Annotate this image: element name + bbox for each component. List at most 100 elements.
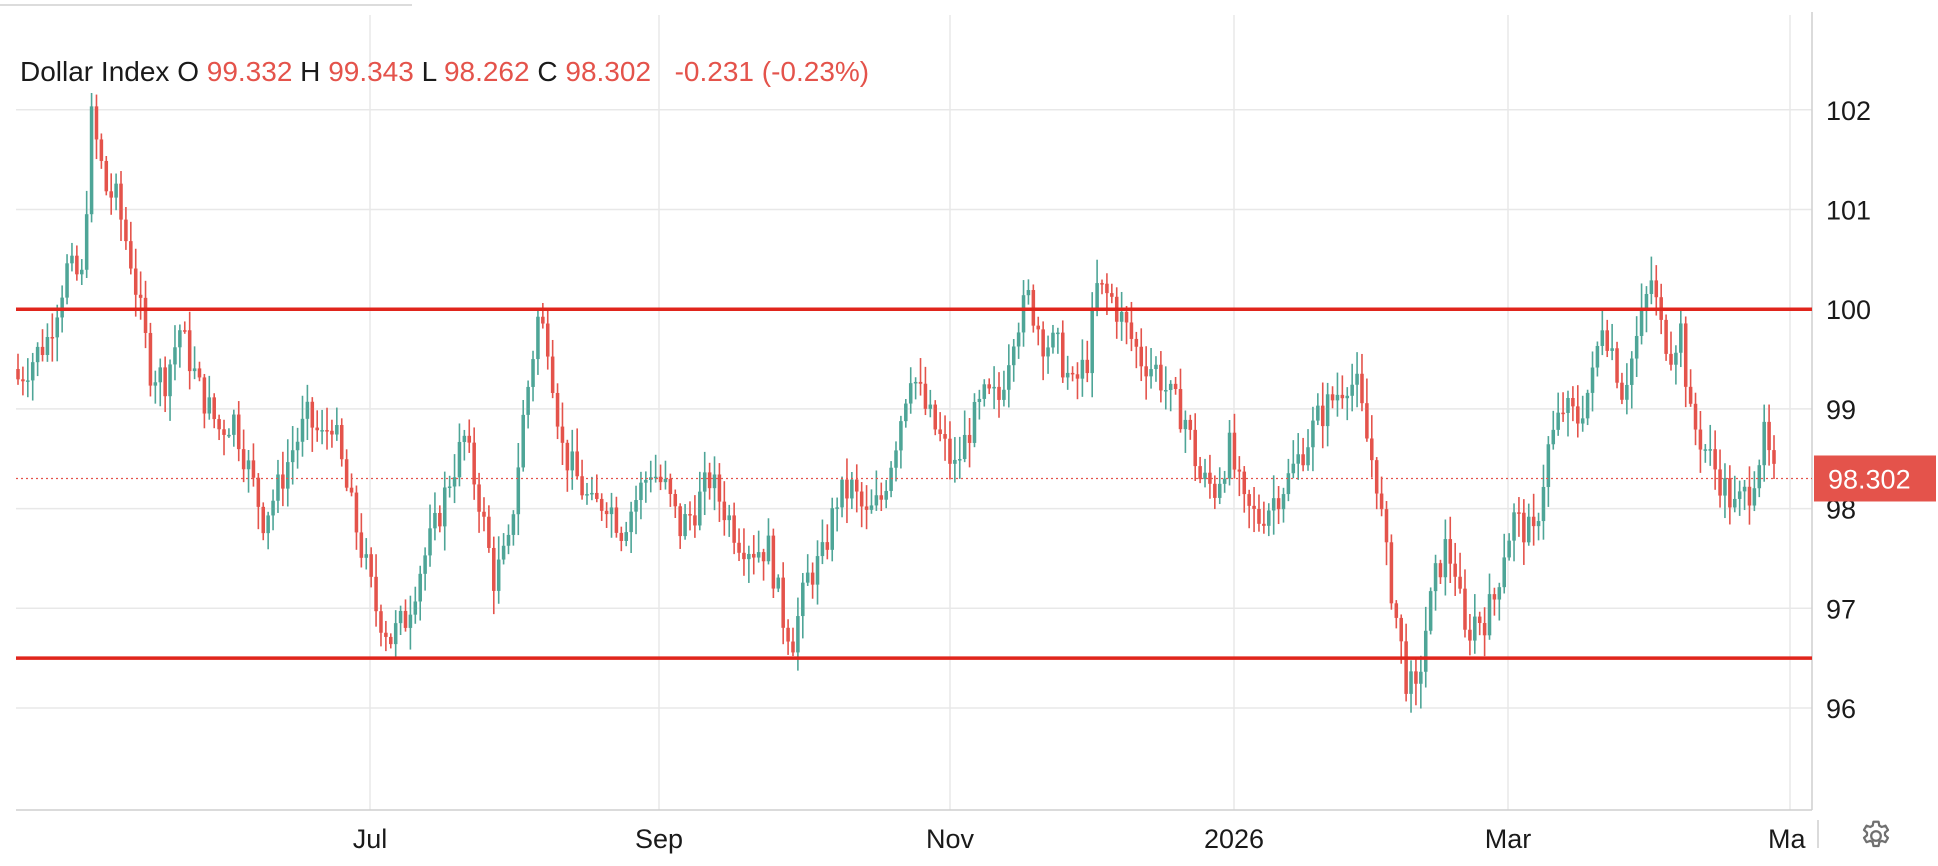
candle-body bbox=[1311, 420, 1315, 448]
y-tick-label: 96 bbox=[1826, 694, 1856, 724]
candle-body bbox=[1335, 394, 1340, 401]
candle-body bbox=[1080, 359, 1085, 379]
last-price-tag bbox=[1814, 455, 1936, 502]
candle-body bbox=[423, 555, 427, 574]
candle-body bbox=[1482, 622, 1487, 636]
candle-body bbox=[1639, 307, 1644, 336]
candle-body bbox=[1433, 563, 1438, 592]
candle-body bbox=[982, 384, 987, 399]
candle-body bbox=[1595, 345, 1600, 368]
candle-body bbox=[398, 610, 403, 624]
candle-body bbox=[1384, 509, 1389, 543]
candle-body bbox=[928, 404, 933, 409]
candle-body bbox=[747, 553, 751, 560]
candle-body bbox=[629, 511, 633, 533]
candle-body bbox=[580, 476, 584, 496]
candle-body bbox=[801, 582, 805, 617]
candle-body bbox=[202, 377, 207, 414]
candle-body bbox=[1360, 373, 1364, 404]
candle-body bbox=[648, 477, 653, 480]
candle-body bbox=[1423, 630, 1428, 672]
candle-body bbox=[276, 474, 280, 501]
candle-body bbox=[644, 479, 648, 483]
candle-body bbox=[1477, 616, 1482, 623]
candle-body bbox=[1585, 392, 1590, 419]
candle-body bbox=[418, 573, 422, 602]
candle-body bbox=[1026, 290, 1031, 296]
candle-body bbox=[403, 610, 408, 628]
candle-body bbox=[310, 401, 315, 428]
candle-body bbox=[467, 435, 472, 443]
candle-body bbox=[1154, 364, 1158, 370]
candle-body bbox=[349, 487, 354, 493]
candle-body bbox=[663, 478, 668, 483]
candle-body bbox=[894, 450, 898, 468]
candle-body bbox=[555, 392, 560, 427]
candle-body bbox=[1134, 338, 1139, 347]
candle-body bbox=[1350, 384, 1354, 396]
candle-body bbox=[173, 347, 177, 365]
candle-body bbox=[761, 552, 766, 562]
candle-body bbox=[604, 510, 609, 515]
candle-body bbox=[472, 442, 476, 485]
candle-body bbox=[1011, 346, 1016, 366]
candle-body bbox=[119, 183, 123, 220]
candle-body bbox=[899, 421, 903, 451]
candle-body bbox=[286, 462, 290, 489]
candle-body bbox=[281, 474, 285, 489]
gear-icon[interactable] bbox=[1858, 818, 1894, 854]
candle-body bbox=[1566, 397, 1570, 413]
open-label: O bbox=[177, 56, 199, 87]
candle-body bbox=[1443, 539, 1448, 578]
candle-body bbox=[246, 460, 251, 470]
candle-body bbox=[1438, 563, 1443, 578]
candle-body bbox=[1536, 521, 1541, 527]
candle-body bbox=[957, 459, 962, 461]
candle-body bbox=[791, 641, 795, 653]
candle-body bbox=[1522, 512, 1526, 543]
candle-body bbox=[344, 459, 349, 488]
candle-body bbox=[845, 479, 849, 499]
candle-body bbox=[1159, 364, 1163, 391]
candle-body bbox=[1291, 463, 1296, 474]
candle-body bbox=[84, 214, 89, 270]
candle-body bbox=[619, 532, 624, 541]
y-tick-label: 97 bbox=[1826, 594, 1856, 624]
x-tick-label: Nov bbox=[926, 824, 975, 854]
candle-body bbox=[1458, 576, 1462, 589]
candle-body bbox=[1683, 323, 1688, 387]
candle-body bbox=[433, 512, 437, 529]
candle-body bbox=[104, 160, 109, 192]
candle-body bbox=[290, 450, 295, 463]
candle-body bbox=[501, 545, 506, 560]
candle-body bbox=[1281, 494, 1286, 510]
candle-body bbox=[1541, 486, 1546, 522]
candle-body bbox=[967, 434, 972, 443]
x-tick-label: Sep bbox=[635, 824, 683, 854]
candle-body bbox=[1267, 510, 1271, 526]
candle-body bbox=[99, 139, 104, 161]
candle-body bbox=[335, 425, 339, 435]
candle-body bbox=[614, 507, 619, 533]
candle-body bbox=[21, 379, 25, 382]
candle-body bbox=[1036, 325, 1041, 330]
candle-body bbox=[918, 381, 923, 384]
candle-body bbox=[1463, 588, 1467, 630]
candle-body bbox=[1615, 348, 1619, 383]
candle-body bbox=[913, 381, 918, 384]
candle-body bbox=[595, 492, 599, 499]
candle-body bbox=[1747, 486, 1752, 506]
candle-body bbox=[850, 479, 854, 499]
candle-body bbox=[1222, 478, 1227, 484]
candle-body bbox=[997, 386, 1001, 400]
candle-body bbox=[962, 434, 967, 460]
candle-body bbox=[320, 430, 324, 432]
candle-body bbox=[698, 491, 702, 526]
candle-body bbox=[830, 508, 835, 550]
candle-body bbox=[163, 367, 167, 397]
candle-body bbox=[1448, 539, 1453, 564]
candle-body bbox=[236, 414, 241, 450]
candle-body bbox=[717, 474, 722, 502]
candle-body bbox=[570, 451, 575, 471]
